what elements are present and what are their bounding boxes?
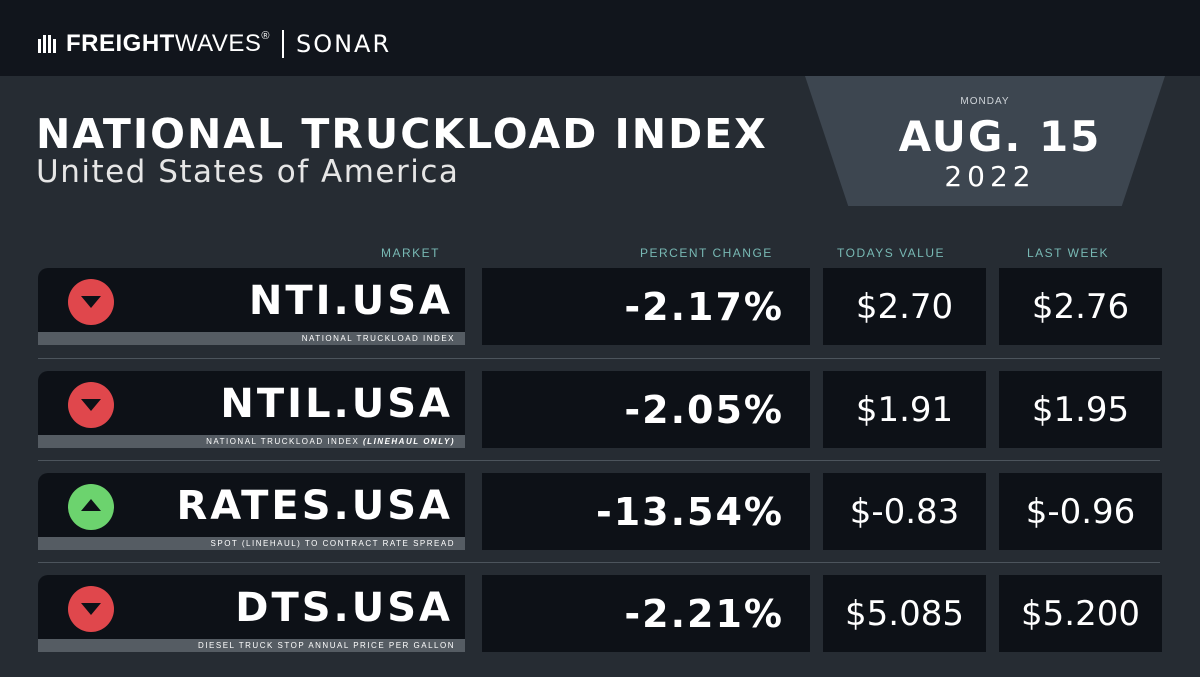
- market-card: NTIL.USA NATIONAL TRUCKLOAD INDEX (LINEH…: [38, 371, 465, 448]
- market-description: NATIONAL TRUCKLOAD INDEX (LINEHAUL ONLY): [206, 437, 455, 446]
- brand-name: FREIGHTWAVES®: [66, 30, 270, 57]
- table-row: NTI.USA NATIONAL TRUCKLOAD INDEX -2.17% …: [0, 268, 1200, 348]
- market-card: NTI.USA NATIONAL TRUCKLOAD INDEX: [38, 268, 465, 345]
- table-row: NTIL.USA NATIONAL TRUCKLOAD INDEX (LINEH…: [0, 371, 1200, 451]
- last-week-value: $2.76: [1031, 286, 1130, 327]
- last-week-value: $1.95: [1031, 389, 1130, 430]
- table-row: DTS.USA DIESEL TRUCK STOP ANNUAL PRICE P…: [0, 575, 1200, 655]
- page-subtitle: United States of America: [36, 154, 460, 190]
- market-description-strip: DIESEL TRUCK STOP ANNUAL PRICE PER GALLO…: [38, 639, 465, 652]
- down-arrow-icon: [68, 586, 114, 632]
- product-name: SONAR: [295, 30, 392, 58]
- market-symbol: NTIL.USA: [220, 381, 453, 427]
- last-week-cell: $5.200: [999, 575, 1162, 652]
- percent-change-value: -2.17%: [624, 284, 784, 329]
- percent-change-value: -2.05%: [624, 387, 784, 432]
- column-header-percent-change: PERCENT CHANGE: [640, 246, 773, 260]
- market-symbol: NTI.USA: [248, 278, 453, 324]
- column-header-last-week: LAST WEEK: [1027, 246, 1109, 260]
- freightwaves-sonar-logo: FREIGHTWAVES® SONAR: [38, 26, 391, 62]
- todays-value: $2.70: [855, 286, 954, 327]
- page-title: NATIONAL TRUCKLOAD INDEX: [36, 110, 768, 158]
- date-panel: MONDAY AUG. 15 2022: [805, 76, 1165, 206]
- row-divider: [38, 460, 1160, 461]
- row-divider: [38, 358, 1160, 359]
- percent-change-cell: -2.17%: [482, 268, 810, 345]
- todays-value-cell: $2.70: [823, 268, 986, 345]
- date-year: 2022: [944, 160, 1036, 193]
- todays-value-cell: $-0.83: [823, 473, 986, 550]
- market-description: NATIONAL TRUCKLOAD INDEX: [301, 334, 455, 343]
- percent-change-cell: -2.21%: [482, 575, 810, 652]
- freightwaves-logo-icon: [38, 35, 60, 53]
- percent-change-cell: -13.54%: [482, 473, 810, 550]
- last-week-cell: $1.95: [999, 371, 1162, 448]
- todays-value: $5.085: [845, 593, 964, 634]
- market-card: RATES.USA SPOT (LINEHAUL) TO CONTRACT RA…: [38, 473, 465, 550]
- down-arrow-icon: [68, 382, 114, 428]
- market-description-strip: NATIONAL TRUCKLOAD INDEX (LINEHAUL ONLY): [38, 435, 465, 448]
- date-month-day: AUG. 15: [898, 112, 1102, 161]
- row-divider: [38, 562, 1160, 563]
- market-description-strip: NATIONAL TRUCKLOAD INDEX: [38, 332, 465, 345]
- column-header-todays-value: TODAYS VALUE: [837, 246, 946, 260]
- market-symbol: RATES.USA: [176, 483, 453, 529]
- market-card: DTS.USA DIESEL TRUCK STOP ANNUAL PRICE P…: [38, 575, 465, 652]
- todays-value-cell: $5.085: [823, 575, 986, 652]
- todays-value: $1.91: [855, 389, 954, 430]
- market-description-strip: SPOT (LINEHAUL) TO CONTRACT RATE SPREAD: [38, 537, 465, 550]
- market-description: SPOT (LINEHAUL) TO CONTRACT RATE SPREAD: [210, 539, 455, 548]
- last-week-value: $5.200: [1021, 593, 1140, 634]
- percent-change-value: -2.21%: [624, 591, 784, 636]
- up-arrow-icon: [68, 484, 114, 530]
- last-week-cell: $2.76: [999, 268, 1162, 345]
- last-week-cell: $-0.96: [999, 473, 1162, 550]
- table-row: RATES.USA SPOT (LINEHAUL) TO CONTRACT RA…: [0, 473, 1200, 553]
- down-arrow-icon: [68, 279, 114, 325]
- market-description: DIESEL TRUCK STOP ANNUAL PRICE PER GALLO…: [198, 641, 455, 650]
- percent-change-value: -13.54%: [595, 489, 784, 534]
- todays-value: $-0.83: [849, 491, 960, 532]
- market-symbol: DTS.USA: [235, 585, 453, 631]
- last-week-value: $-0.96: [1025, 491, 1136, 532]
- logo-divider: [281, 30, 284, 58]
- percent-change-cell: -2.05%: [482, 371, 810, 448]
- column-header-market: MARKET: [381, 246, 441, 260]
- date-weekday: MONDAY: [960, 96, 1010, 107]
- todays-value-cell: $1.91: [823, 371, 986, 448]
- top-bar: FREIGHTWAVES® SONAR: [0, 0, 1200, 76]
